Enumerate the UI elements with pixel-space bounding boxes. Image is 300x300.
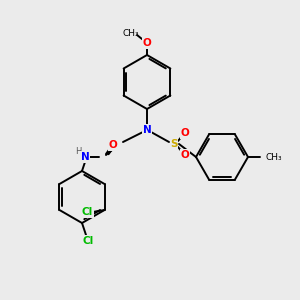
Text: CH₃: CH₃ xyxy=(123,29,139,38)
Text: S: S xyxy=(170,139,178,149)
Text: N: N xyxy=(142,125,152,135)
Text: CH₃: CH₃ xyxy=(266,152,283,161)
Text: Cl: Cl xyxy=(82,207,93,217)
Text: H: H xyxy=(75,147,81,156)
Text: N: N xyxy=(81,152,89,162)
Text: O: O xyxy=(181,150,189,160)
Text: O: O xyxy=(181,128,189,138)
Text: O: O xyxy=(142,38,152,48)
Text: Cl: Cl xyxy=(82,236,94,246)
Text: O: O xyxy=(109,140,117,150)
